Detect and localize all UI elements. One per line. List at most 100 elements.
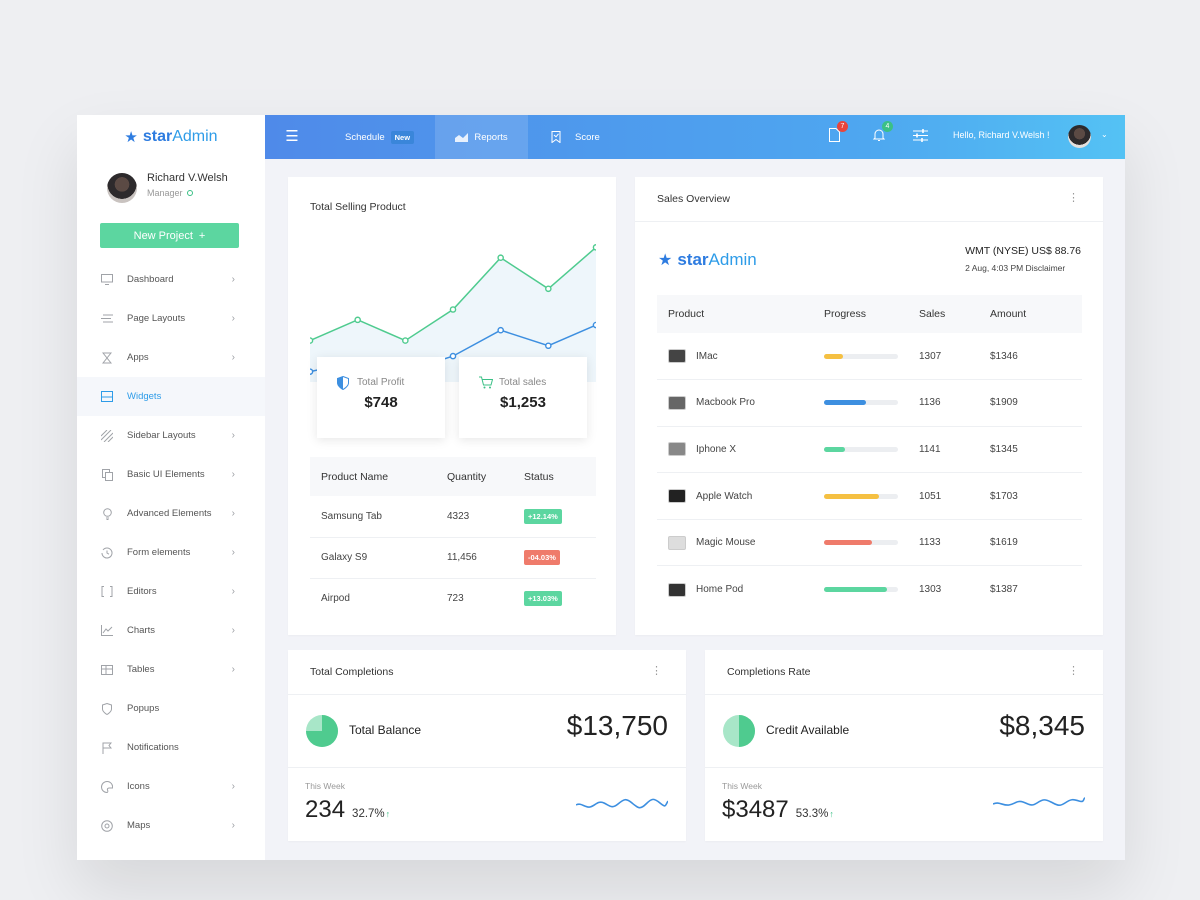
sparkline-chart: [993, 797, 1085, 807]
nav-reports[interactable]: Reports: [435, 115, 528, 159]
sales-table: Product Progress Sales Amount IMac 1307 $1…: [657, 295, 1082, 613]
history-icon: [100, 546, 114, 560]
plus-icon: +: [198, 229, 206, 242]
watch-icon: [668, 489, 686, 504]
sidebar-item-apps[interactable]: Apps ›: [77, 338, 265, 377]
arrow-up-icon: ↑: [385, 809, 391, 819]
star-icon: ★: [658, 252, 673, 269]
sidebar-item-label: Charts: [127, 625, 155, 636]
mouse-icon: [668, 535, 686, 550]
product-name: Iphone X: [696, 443, 737, 455]
area-fill: [310, 247, 596, 382]
table-row[interactable]: Apple Watch 1051 $1703: [657, 472, 1082, 520]
nav-score-label: Score: [575, 131, 600, 143]
amount-value: $1387: [990, 584, 1018, 596]
more-options-icon[interactable]: ⋮: [1068, 665, 1079, 677]
credit-value: $8,345: [999, 710, 1085, 741]
nav-score[interactable]: Score: [551, 115, 600, 159]
more-options-icon[interactable]: ⋮: [1068, 192, 1079, 204]
table-row[interactable]: Airpod 723 +13.03%: [310, 578, 596, 619]
week-stats: $3487 53.3% ↑: [722, 796, 834, 824]
hamburger-menu-icon[interactable]: ☰: [285, 128, 299, 145]
column-header: Product Name: [310, 457, 447, 496]
avatar[interactable]: [107, 173, 137, 203]
more-options-icon[interactable]: ⋮: [651, 665, 662, 677]
sidebar-item-notifications[interactable]: Notifications: [77, 728, 265, 767]
chevron-right-icon: ›: [231, 469, 235, 480]
sidebar-item-dashboard[interactable]: Dashboard ›: [77, 260, 265, 299]
sidebar-item-charts[interactable]: Charts ›: [77, 611, 265, 650]
avatar[interactable]: [1068, 125, 1091, 148]
table-row[interactable]: Samsung Tab 4323 +12.14%: [310, 496, 596, 538]
card-header: [705, 650, 1103, 695]
table-row[interactable]: Home Pod 1303 $1387: [657, 566, 1082, 613]
notification-count-badge: 4: [882, 121, 893, 132]
bell-icon[interactable]: 4: [869, 121, 893, 147]
document-icon[interactable]: 7: [824, 121, 848, 147]
sidebar-item-page-layouts[interactable]: Page Layouts ›: [77, 299, 265, 338]
product-name: IMac: [696, 350, 718, 362]
document-count-badge: 7: [837, 121, 848, 132]
status-badge: -04.03%: [524, 550, 560, 565]
sidebar-item-tables[interactable]: Tables ›: [77, 650, 265, 689]
user-role-label: Manager: [147, 188, 183, 198]
chevron-down-icon[interactable]: ⌄: [1101, 130, 1108, 139]
data-point: [545, 342, 552, 350]
stripes-icon: [100, 429, 114, 443]
table-row[interactable]: IMac 1307 $1346: [657, 333, 1082, 381]
stock-price: WMT (NYSE) US$ 88.76: [965, 245, 1081, 257]
sidebar-item-label: Dashboard: [127, 274, 174, 285]
column-header: Status: [524, 457, 596, 496]
sidebar-item-maps[interactable]: Maps ›: [77, 806, 265, 845]
chevron-right-icon: ›: [231, 508, 235, 519]
sidebar-item-basic-ui-elements[interactable]: Basic UI Elements ›: [77, 455, 265, 494]
chevron-right-icon: ›: [231, 664, 235, 675]
data-point: [310, 337, 314, 344]
user-role: Manager: [147, 188, 193, 198]
new-project-label: New Project: [133, 229, 193, 242]
top-navbar: ☰ Schedule New Reports Score 7 4 Hello, …: [265, 115, 1125, 159]
sidebar-item-form-elements[interactable]: Form elements ›: [77, 533, 265, 572]
sales-value: 1303: [919, 584, 942, 596]
table-row[interactable]: Galaxy S9 11,456 -04.03%: [310, 537, 596, 579]
product-name: Home Pod: [696, 584, 744, 596]
iphone-icon: [668, 442, 686, 457]
sidebar-item-popups[interactable]: Popups: [77, 689, 265, 728]
sidebar-item-icons[interactable]: Icons ›: [77, 767, 265, 806]
amount-value: $1909: [990, 379, 1082, 427]
table-row[interactable]: Magic Mouse 1133 $1619: [657, 519, 1082, 567]
stock-date: 2 Aug, 4:03 PM Disclaimer: [965, 263, 1066, 273]
product-name: Magic Mouse: [696, 537, 756, 549]
chevron-right-icon: ›: [231, 625, 235, 636]
week-label: This Week: [305, 781, 345, 791]
sidebar-item-widgets[interactable]: Widgets: [77, 377, 265, 416]
sidebar-item-sidebar-layouts[interactable]: Sidebar Layouts ›: [77, 416, 265, 455]
week-value: 234: [305, 796, 346, 823]
card-title: Completions Rate: [727, 666, 811, 678]
sidebar-item-advanced-elements[interactable]: Advanced Elements ›: [77, 494, 265, 533]
chevron-right-icon: ›: [231, 274, 235, 285]
new-project-button[interactable]: New Project +: [100, 223, 239, 248]
nav-schedule[interactable]: Schedule New: [345, 115, 415, 159]
flag-icon: [100, 741, 114, 755]
cart-icon: [479, 376, 494, 392]
column-header: Progress: [824, 295, 919, 333]
column-header: Sales: [919, 295, 990, 333]
bookmark-icon: [551, 131, 561, 143]
sidebar-item-label: Tables: [127, 664, 155, 675]
table-row[interactable]: Macbook Pro 1136 $1909: [657, 379, 1082, 427]
sidebar-item-editors[interactable]: Editors ›: [77, 572, 265, 611]
chevron-right-icon: ›: [231, 820, 235, 831]
divider: [705, 767, 1103, 768]
table-row[interactable]: Iphone X 1141 $1345: [657, 426, 1082, 474]
data-point: [402, 337, 409, 344]
nav-reports-label: Reports: [474, 131, 508, 143]
product-name: Galaxy S9: [310, 537, 447, 579]
progress-fill: [824, 493, 879, 499]
brand-logo: ★ star Admin: [658, 250, 757, 270]
settings-sliders-icon[interactable]: [910, 127, 930, 147]
sidebar-item-label: Sidebar Layouts: [127, 430, 196, 441]
brand-logo[interactable]: ★ star Admin: [77, 115, 265, 159]
sparkline-chart: [576, 798, 668, 809]
user-profile[interactable]: Richard V.Welsh Manager: [107, 172, 257, 204]
